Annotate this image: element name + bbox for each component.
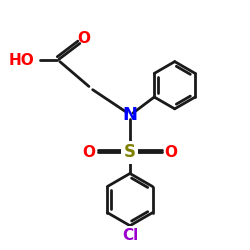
Text: S: S [124,143,136,161]
Text: O: O [82,145,96,160]
Text: HO: HO [8,53,34,68]
Text: O: O [78,31,90,46]
Text: N: N [122,106,138,124]
Text: O: O [164,145,177,160]
Text: Cl: Cl [122,228,138,243]
